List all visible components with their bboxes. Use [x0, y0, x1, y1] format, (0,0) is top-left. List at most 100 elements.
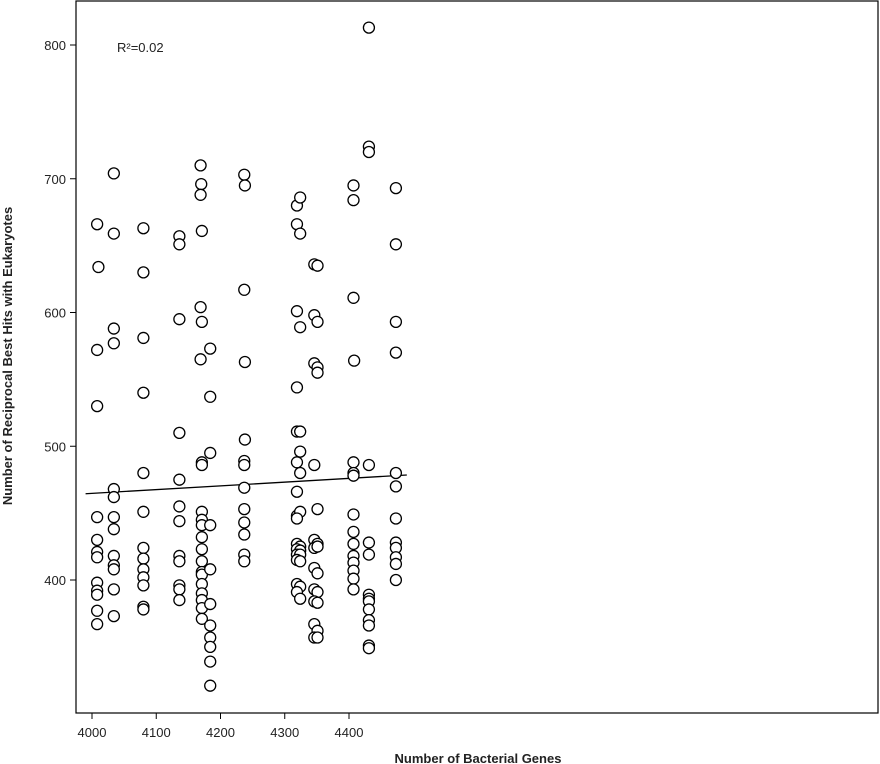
data-point [389, 557, 403, 571]
data-point [238, 179, 252, 192]
data-point [347, 469, 360, 482]
data-point [90, 604, 104, 617]
data-point [204, 619, 217, 632]
data-point [389, 512, 403, 525]
data-point [92, 260, 105, 274]
data-point [195, 315, 209, 329]
data-point [347, 354, 361, 367]
data-point [362, 603, 376, 616]
data-point [195, 224, 209, 238]
data-point [347, 456, 360, 469]
data-point [362, 21, 376, 34]
data-point [294, 466, 307, 480]
data-point [173, 515, 186, 528]
data-point [137, 331, 150, 345]
data-point [311, 596, 324, 609]
data-point [311, 315, 324, 329]
data-point [204, 390, 217, 403]
data-point [290, 456, 304, 469]
data-point [173, 313, 186, 326]
data-point [90, 551, 104, 564]
data-point [204, 597, 217, 611]
data-point [311, 259, 324, 272]
data-point [107, 167, 120, 180]
data-point [347, 583, 360, 596]
data-point [311, 567, 324, 580]
data-point [311, 366, 324, 379]
data-point [347, 179, 360, 192]
x-tick-label: 4400 [335, 725, 364, 740]
data-point [137, 603, 150, 616]
data-point [204, 655, 217, 668]
data-point [294, 555, 307, 568]
data-points [90, 21, 403, 692]
data-point [347, 193, 360, 207]
data-point [195, 531, 209, 544]
plot-frame [75, 0, 879, 714]
data-point [204, 342, 217, 355]
data-point [347, 508, 360, 521]
data-point [362, 619, 376, 632]
data-point [107, 523, 120, 536]
data-point [294, 425, 307, 438]
data-point [308, 458, 321, 472]
y-tick-label: 400 [44, 573, 66, 588]
data-point [204, 640, 217, 654]
data-point [195, 177, 208, 191]
data-point [389, 480, 403, 493]
r-squared-annotation: R²=0.02 [117, 40, 164, 55]
data-point [90, 399, 104, 413]
data-point [90, 533, 104, 547]
data-point [173, 583, 186, 596]
data-point [389, 346, 403, 359]
data-point [137, 505, 150, 518]
data-point [238, 168, 251, 181]
x-tick-label: 4200 [206, 725, 235, 740]
data-point [107, 490, 120, 504]
x-axis-title: Number of Bacterial Genes [395, 751, 562, 764]
data-point [311, 540, 324, 553]
data-point [107, 337, 120, 350]
data-point [204, 519, 217, 532]
data-point [173, 426, 186, 440]
data-point [173, 555, 186, 568]
y-axis-title: Number of Reciprocal Best Hits with Euka… [0, 207, 15, 505]
data-point [290, 485, 304, 498]
data-point [238, 502, 251, 516]
data-point [347, 572, 360, 585]
data-point [294, 445, 307, 458]
data-point [204, 563, 217, 576]
data-point [107, 609, 120, 623]
data-point [194, 188, 207, 201]
data-point [90, 588, 104, 601]
data-point [389, 181, 403, 195]
data-point [290, 305, 304, 318]
data-point [137, 552, 150, 565]
data-point [290, 512, 304, 525]
data-point [107, 563, 120, 576]
x-tick-label: 4300 [270, 725, 299, 740]
data-point [389, 466, 403, 480]
data-point [362, 642, 376, 655]
data-point [238, 516, 251, 529]
data-point [107, 322, 120, 335]
data-point [238, 458, 251, 472]
data-point [194, 353, 207, 366]
data-point [107, 227, 120, 240]
data-point [362, 458, 376, 472]
data-point [90, 218, 104, 231]
data-point [204, 679, 217, 692]
data-point [137, 466, 150, 480]
y-tick-label: 700 [44, 172, 66, 187]
data-point [137, 541, 150, 555]
data-point [107, 510, 120, 524]
data-point [389, 238, 403, 251]
data-point [194, 300, 207, 314]
y-tick-label: 800 [44, 38, 66, 53]
data-point [362, 536, 376, 549]
data-point [347, 537, 360, 551]
x-tick-label: 4000 [78, 725, 107, 740]
data-point [238, 283, 251, 296]
data-point [238, 555, 251, 568]
